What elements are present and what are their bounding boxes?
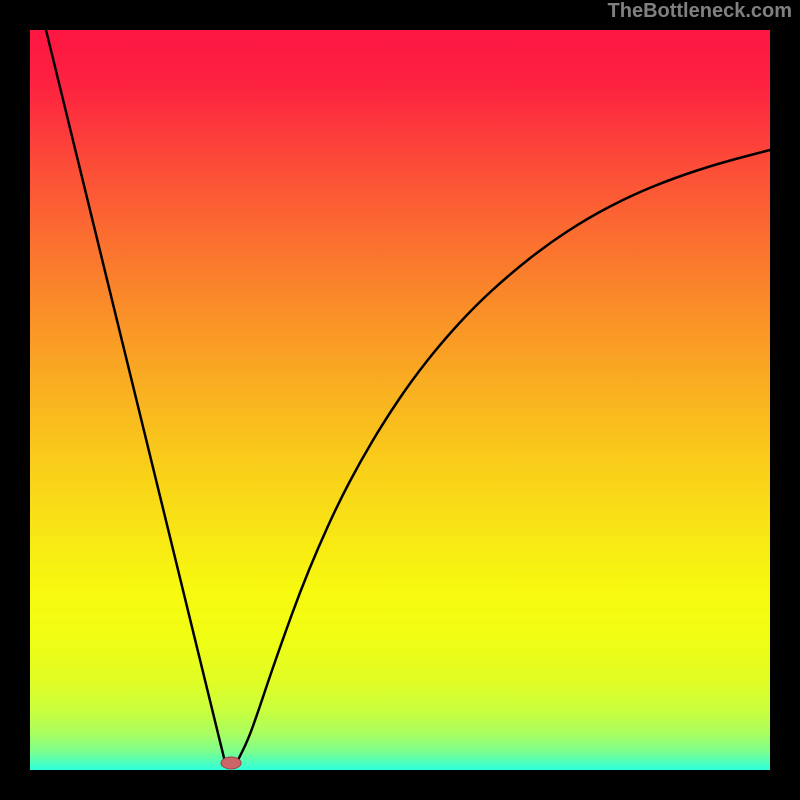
chart-container: TheBottleneck.com <box>0 0 800 800</box>
bottleneck-chart <box>0 0 800 800</box>
watermark-text: TheBottleneck.com <box>608 0 792 23</box>
optimal-point-marker <box>221 757 241 769</box>
